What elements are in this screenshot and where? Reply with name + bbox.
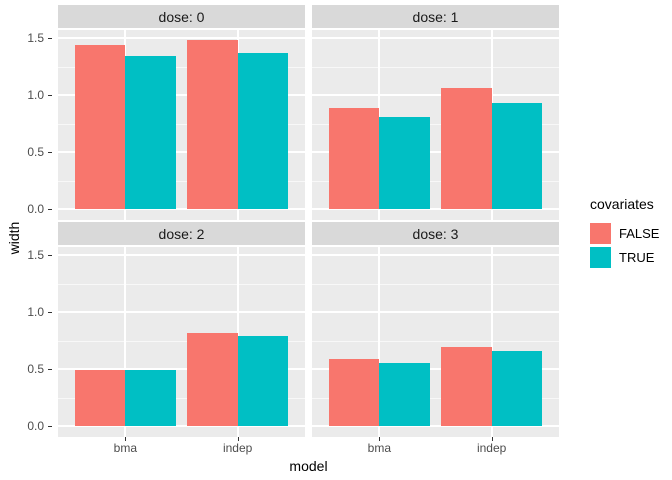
gridline-minor bbox=[312, 397, 559, 399]
bar-dose2-bma-false bbox=[74, 370, 126, 426]
legend-label-true: TRUE bbox=[619, 249, 655, 265]
gridline-major bbox=[58, 311, 305, 313]
legend-item-true: TRUE bbox=[590, 246, 659, 268]
legend: covariates FALSE TRUE bbox=[590, 196, 659, 270]
gridline-minor bbox=[58, 283, 305, 285]
bar-dose1-bma-false bbox=[328, 107, 380, 209]
facet-strip-dose-2: dose: 2 bbox=[58, 222, 305, 245]
y-tick-label: 0.5 bbox=[27, 145, 44, 159]
gridline-major bbox=[312, 37, 559, 39]
y-tick-label: 1.0 bbox=[27, 305, 44, 319]
bar-dose0-bma-true bbox=[125, 56, 176, 209]
x-tick-mark bbox=[491, 437, 493, 441]
x-tick-mark bbox=[379, 437, 381, 441]
legend-item-false: FALSE bbox=[590, 222, 659, 244]
bar-dose0-bma-false bbox=[74, 44, 126, 209]
facet-panel-dose-1 bbox=[312, 30, 559, 220]
bar-dose3-bma-false bbox=[328, 358, 380, 426]
bar-dose0-indep-false bbox=[187, 40, 238, 209]
x-tick-mark bbox=[125, 437, 127, 441]
x-tick-label: bma bbox=[367, 441, 392, 455]
gridline-minor bbox=[58, 66, 305, 68]
gridline-major bbox=[312, 151, 559, 153]
gridline-vertical bbox=[490, 247, 493, 437]
gridline-major bbox=[58, 368, 305, 370]
gridline-minor bbox=[58, 123, 305, 125]
legend-key-true-swatch bbox=[590, 246, 611, 268]
gridline-major bbox=[312, 254, 559, 256]
y-tick-mark bbox=[48, 312, 52, 313]
y-tick-mark bbox=[48, 255, 52, 256]
facet-strip-label: dose: 2 bbox=[158, 225, 205, 242]
gridline-major bbox=[58, 425, 305, 427]
y-tick-label: 0.0 bbox=[27, 419, 44, 433]
gridline-minor bbox=[312, 66, 559, 68]
y-tick-mark bbox=[48, 95, 52, 96]
y-tick-mark bbox=[48, 38, 52, 39]
bar-dose1-indep-false bbox=[441, 88, 492, 209]
gridline-major bbox=[58, 254, 305, 256]
bar-dose3-bma-true bbox=[379, 363, 430, 426]
gridline-major bbox=[312, 368, 559, 370]
y-tick-mark bbox=[48, 152, 52, 153]
x-tick-label: bma bbox=[113, 441, 138, 455]
gridline-major bbox=[312, 94, 559, 96]
gridline-vertical bbox=[124, 247, 127, 437]
x-tick-mark bbox=[237, 437, 239, 441]
bar-dose3-indep-true bbox=[491, 350, 543, 426]
gridline-major bbox=[312, 208, 559, 210]
gridline-minor bbox=[58, 397, 305, 399]
y-tick-mark bbox=[48, 426, 52, 427]
x-tick-label: indep bbox=[476, 441, 507, 455]
x-axis-title: model bbox=[289, 458, 328, 474]
gridline-major bbox=[312, 425, 559, 427]
legend-key-false-swatch bbox=[590, 222, 611, 244]
gridline-major bbox=[312, 311, 559, 313]
y-tick-label: 1.5 bbox=[27, 31, 44, 45]
y-tick-label: 1.5 bbox=[27, 248, 44, 262]
gridline-minor bbox=[312, 283, 559, 285]
facet-strip-dose-1: dose: 1 bbox=[312, 5, 559, 28]
gridline-minor bbox=[312, 340, 559, 342]
bar-dose2-bma-true bbox=[125, 370, 176, 426]
gridline-minor bbox=[312, 123, 559, 125]
legend-title: covariates bbox=[590, 196, 654, 212]
gridline-vertical bbox=[378, 247, 381, 437]
bar-dose1-bma-true bbox=[379, 116, 430, 209]
bar-dose1-indep-true bbox=[491, 102, 543, 209]
facet-panel-dose-0 bbox=[58, 30, 305, 220]
bar-dose0-indep-true bbox=[237, 52, 289, 209]
gridline-minor bbox=[58, 340, 305, 342]
x-tick-label: indep bbox=[222, 441, 253, 455]
facet-panel-dose-3 bbox=[312, 247, 559, 437]
y-tick-label: 0.5 bbox=[27, 362, 44, 376]
gridline-major bbox=[58, 94, 305, 96]
facet-strip-label: dose: 0 bbox=[158, 8, 205, 25]
y-tick-label: 0.0 bbox=[27, 202, 44, 216]
facet-strip-label: dose: 3 bbox=[412, 225, 459, 242]
facet-strip-dose-0: dose: 0 bbox=[58, 5, 305, 28]
facet-panel-dose-2 bbox=[58, 247, 305, 437]
y-tick-mark bbox=[48, 369, 52, 370]
gridline-minor bbox=[58, 180, 305, 182]
bar-dose2-indep-false bbox=[187, 332, 238, 426]
bar-dose2-indep-true bbox=[237, 335, 289, 426]
facet-strip-label: dose: 1 bbox=[412, 8, 459, 25]
gridline-major bbox=[58, 151, 305, 153]
facet-strip-dose-3: dose: 3 bbox=[312, 222, 559, 245]
y-tick-label: 1.0 bbox=[27, 88, 44, 102]
bar-dose3-indep-false bbox=[441, 347, 492, 426]
y-tick-mark bbox=[48, 209, 52, 210]
legend-label-false: FALSE bbox=[619, 225, 660, 241]
gridline-minor bbox=[312, 180, 559, 182]
gridline-major bbox=[58, 208, 305, 210]
gridline-major bbox=[58, 37, 305, 39]
